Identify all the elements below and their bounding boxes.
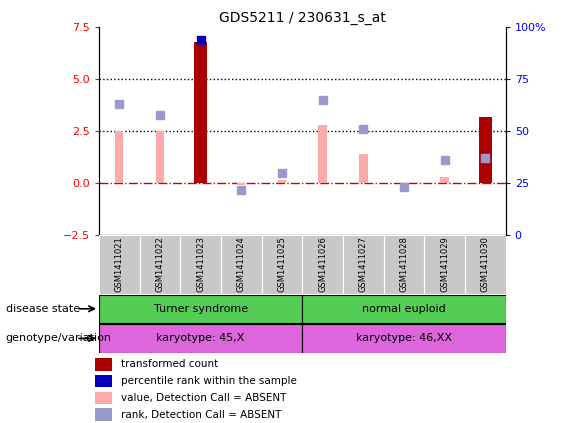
Title: GDS5211 / 230631_s_at: GDS5211 / 230631_s_at xyxy=(219,11,386,25)
Bar xyxy=(302,294,506,323)
Text: genotype/variation: genotype/variation xyxy=(6,333,112,343)
Bar xyxy=(99,294,302,323)
Bar xyxy=(262,235,302,294)
Text: disease state: disease state xyxy=(6,304,80,314)
Bar xyxy=(465,235,506,294)
Text: GSM1411027: GSM1411027 xyxy=(359,236,368,292)
Bar xyxy=(384,235,424,294)
Bar xyxy=(95,392,112,404)
Bar xyxy=(343,235,384,294)
Text: GSM1411025: GSM1411025 xyxy=(277,236,286,292)
Text: percentile rank within the sample: percentile rank within the sample xyxy=(121,376,297,386)
Text: Turner syndrome: Turner syndrome xyxy=(154,304,247,314)
Text: karyotype: 45,X: karyotype: 45,X xyxy=(157,333,245,343)
Bar xyxy=(221,235,262,294)
Text: GSM1411030: GSM1411030 xyxy=(481,236,490,292)
Text: transformed count: transformed count xyxy=(121,360,219,369)
Text: GSM1411028: GSM1411028 xyxy=(399,236,408,292)
Bar xyxy=(302,235,343,294)
Text: rank, Detection Call = ABSENT: rank, Detection Call = ABSENT xyxy=(121,409,282,420)
Text: GSM1411029: GSM1411029 xyxy=(440,236,449,292)
Bar xyxy=(99,324,302,353)
Bar xyxy=(156,131,164,183)
Bar xyxy=(479,117,492,183)
Bar xyxy=(140,235,180,294)
Bar xyxy=(481,179,489,183)
Text: value, Detection Call = ABSENT: value, Detection Call = ABSENT xyxy=(121,393,286,403)
Bar xyxy=(95,375,112,387)
Bar xyxy=(180,235,221,294)
Text: GSM1411026: GSM1411026 xyxy=(318,236,327,292)
Text: karyotype: 46,XX: karyotype: 46,XX xyxy=(356,333,452,343)
Bar xyxy=(441,177,449,183)
Text: GSM1411024: GSM1411024 xyxy=(237,236,246,292)
Bar xyxy=(95,358,112,371)
Bar xyxy=(95,408,112,421)
Bar xyxy=(359,154,367,183)
Text: GSM1411023: GSM1411023 xyxy=(196,236,205,292)
Text: normal euploid: normal euploid xyxy=(362,304,446,314)
Bar xyxy=(115,131,123,183)
Bar xyxy=(278,180,286,183)
Bar xyxy=(319,125,327,183)
Text: GSM1411022: GSM1411022 xyxy=(155,236,164,292)
Bar xyxy=(194,42,207,183)
Bar xyxy=(424,235,465,294)
Bar xyxy=(302,324,506,353)
Bar xyxy=(237,183,245,185)
Bar xyxy=(99,235,140,294)
Text: GSM1411021: GSM1411021 xyxy=(115,236,124,292)
